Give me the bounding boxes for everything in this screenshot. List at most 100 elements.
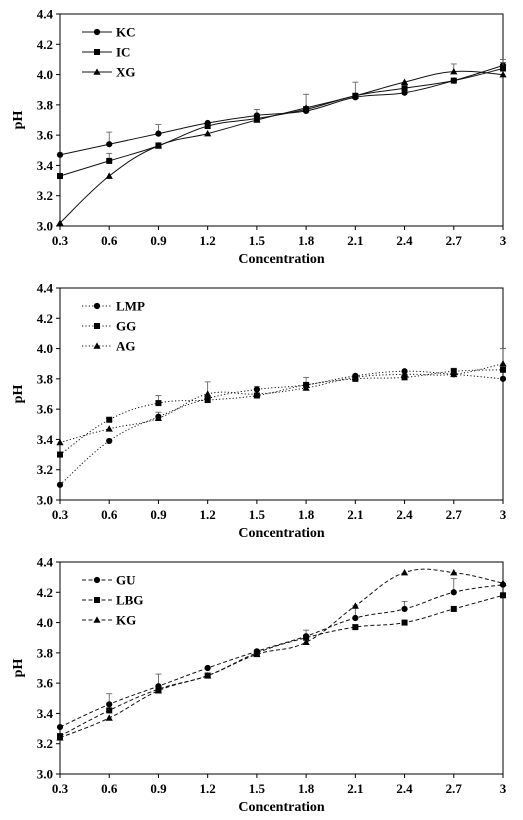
- data-point-lbg: [352, 624, 359, 631]
- data-point-ag: [204, 390, 212, 397]
- x-tick-label: 0.9: [150, 507, 167, 522]
- y-tick-label: 4.2: [37, 37, 53, 52]
- x-axis-title: Concentration: [238, 252, 325, 267]
- data-point-gu: [352, 614, 359, 622]
- x-tick-label: 1.5: [249, 233, 266, 248]
- data-point-ag: [253, 390, 261, 397]
- data-point-gg: [106, 416, 113, 423]
- data-point-ag: [499, 360, 507, 367]
- data-point-ic: [106, 157, 113, 164]
- y-tick-label: 4.4: [37, 281, 54, 296]
- data-point-lmp: [56, 481, 64, 488]
- x-tick-label: 1.8: [298, 507, 315, 522]
- x-tick-label: 2.1: [347, 781, 363, 796]
- x-tick-label: 1.5: [249, 507, 266, 522]
- x-tick-label: 0.6: [101, 233, 118, 248]
- y-tick-label: 3.6: [37, 402, 54, 417]
- data-point-ag: [302, 384, 310, 391]
- data-point-lbg: [450, 605, 457, 612]
- x-tick-label: 2.7: [446, 233, 463, 248]
- data-point-ic: [204, 123, 211, 130]
- data-point-kg: [204, 671, 212, 679]
- data-point-gu: [204, 664, 211, 672]
- x-tick-label: 2.4: [396, 781, 413, 796]
- legend-marker-lbg: [94, 597, 100, 603]
- data-point-ag: [351, 373, 359, 381]
- data-point-ag: [400, 370, 409, 378]
- series-line-ic: [59, 68, 504, 177]
- legend-marker-lmp: [93, 302, 101, 310]
- y-axis-title: pH: [11, 385, 26, 404]
- data-point-lbg: [106, 707, 113, 714]
- x-tick-label: 1.2: [200, 233, 216, 248]
- legend-marker-gg: [94, 323, 100, 329]
- y-tick-label: 3.6: [37, 676, 54, 691]
- data-point-xg: [105, 172, 113, 179]
- x-tick-label: 0.6: [101, 781, 118, 796]
- x-tick-label: 1.5: [249, 781, 266, 796]
- legend-label-ic: IC: [116, 45, 130, 60]
- data-point-xg: [351, 92, 359, 99]
- legend-marker-ic: [94, 49, 100, 55]
- legend-label-lbg: LBG: [116, 593, 143, 608]
- data-point-kg: [154, 687, 163, 694]
- chart-kc-ic-xg: 3.0 3.2 3.4 3.6 3.8 4.0 4.2 4.4 0.3 0.6 0.9 1.2 1.5 1…: [11, 7, 507, 268]
- legend-label-gg: GG: [116, 319, 136, 334]
- data-point-gg: [204, 397, 211, 404]
- data-point-ic: [57, 173, 63, 180]
- data-point-kc: [155, 130, 162, 137]
- legend-marker-gu: [93, 576, 101, 584]
- x-tick-label: 2.7: [446, 781, 463, 796]
- data-point-gu: [450, 589, 457, 596]
- data-point-ag: [56, 438, 64, 446]
- y-tick-label: 3.0: [37, 767, 53, 782]
- y-tick-label: 3.0: [37, 219, 53, 234]
- x-tick-label: 0.3: [52, 233, 69, 248]
- legend-marker-kg: [93, 616, 101, 623]
- data-point-lmp: [499, 375, 507, 382]
- y-tick-label: 4.4: [37, 555, 54, 570]
- data-point-xg: [400, 78, 409, 85]
- legend-label-ag: AG: [116, 339, 136, 354]
- x-tick-label: 2.7: [446, 507, 463, 522]
- x-tick-label: 2.1: [347, 233, 363, 248]
- x-tick-label: 2.4: [396, 507, 413, 522]
- data-point-gg: [57, 451, 63, 458]
- data-point-kg: [302, 638, 310, 646]
- data-point-xg: [154, 142, 163, 149]
- data-point-ic: [450, 77, 457, 84]
- legend-label-kg: KG: [116, 613, 136, 628]
- series-line-lbg: [59, 594, 504, 737]
- series-line-kg: [59, 568, 504, 739]
- x-tick-label: 1.2: [200, 781, 216, 796]
- data-point-lmp: [253, 386, 260, 393]
- data-point-xg: [204, 130, 212, 137]
- y-tick-label: 3.6: [37, 128, 54, 143]
- data-point-gg: [155, 400, 162, 407]
- data-point-gg: [401, 374, 408, 381]
- y-tick-label: 3.4: [37, 158, 54, 173]
- x-tick-label: 3: [500, 781, 507, 796]
- y-axis-title: pH: [11, 659, 26, 678]
- y-tick-label: 4.0: [37, 67, 53, 82]
- x-tick-label: 0.9: [150, 781, 167, 796]
- x-tick-label: 1.2: [200, 507, 216, 522]
- data-point-kg: [400, 569, 409, 576]
- data-point-kg: [105, 714, 113, 721]
- y-tick-label: 3.8: [37, 371, 54, 386]
- data-point-lbg: [401, 619, 408, 626]
- x-tick-label: 1.8: [298, 233, 315, 248]
- legend-label-lmp: LMP: [116, 299, 145, 314]
- data-point-ag: [450, 370, 458, 378]
- data-point-lbg: [303, 634, 310, 641]
- x-tick-label: 0.3: [52, 781, 69, 796]
- data-point-xg: [499, 70, 507, 78]
- data-point-gu: [106, 701, 113, 708]
- y-tick-label: 4.0: [37, 341, 53, 356]
- x-tick-label: 3: [500, 507, 507, 522]
- data-point-xg: [253, 116, 261, 123]
- chart-gu-lbg-kg: 3.0 3.2 3.4 3.6 3.8 4.0 4.2 4.4 0.3 0.6 0.9 1.2 1.5 1…: [11, 555, 507, 816]
- series-line-lmp: [59, 370, 504, 486]
- legend-label-kc: KC: [116, 25, 136, 40]
- y-tick-label: 3.2: [37, 736, 53, 751]
